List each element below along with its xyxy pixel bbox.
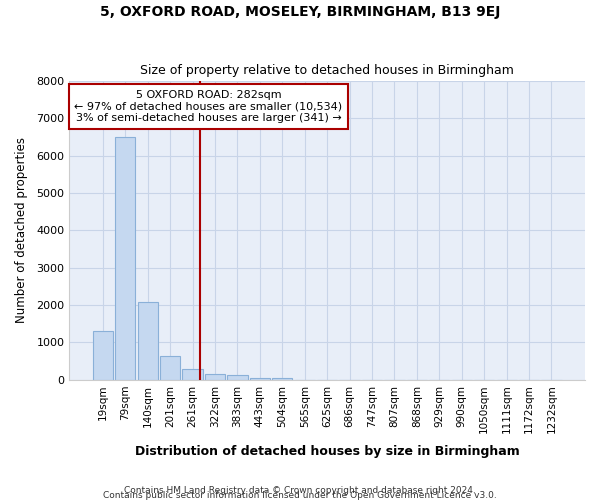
Text: 5 OXFORD ROAD: 282sqm
← 97% of detached houses are smaller (10,534)
3% of semi-d: 5 OXFORD ROAD: 282sqm ← 97% of detached …: [74, 90, 343, 123]
Text: Contains HM Land Registry data © Crown copyright and database right 2024.: Contains HM Land Registry data © Crown c…: [124, 486, 476, 495]
Bar: [160, 356, 180, 380]
Bar: [250, 378, 270, 380]
Bar: [227, 376, 248, 380]
Bar: [205, 374, 225, 380]
Bar: [115, 137, 136, 380]
Text: Contains public sector information licensed under the Open Government Licence v3: Contains public sector information licen…: [103, 491, 497, 500]
Y-axis label: Number of detached properties: Number of detached properties: [15, 138, 28, 324]
Bar: [272, 378, 292, 380]
Title: Size of property relative to detached houses in Birmingham: Size of property relative to detached ho…: [140, 64, 514, 77]
Bar: [93, 331, 113, 380]
Text: 5, OXFORD ROAD, MOSELEY, BIRMINGHAM, B13 9EJ: 5, OXFORD ROAD, MOSELEY, BIRMINGHAM, B13…: [100, 5, 500, 19]
Bar: [182, 370, 203, 380]
Bar: [137, 302, 158, 380]
X-axis label: Distribution of detached houses by size in Birmingham: Distribution of detached houses by size …: [135, 444, 520, 458]
